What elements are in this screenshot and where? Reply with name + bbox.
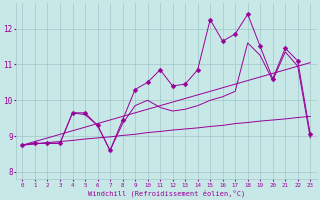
X-axis label: Windchill (Refroidissement éolien,°C): Windchill (Refroidissement éolien,°C) (88, 189, 245, 197)
